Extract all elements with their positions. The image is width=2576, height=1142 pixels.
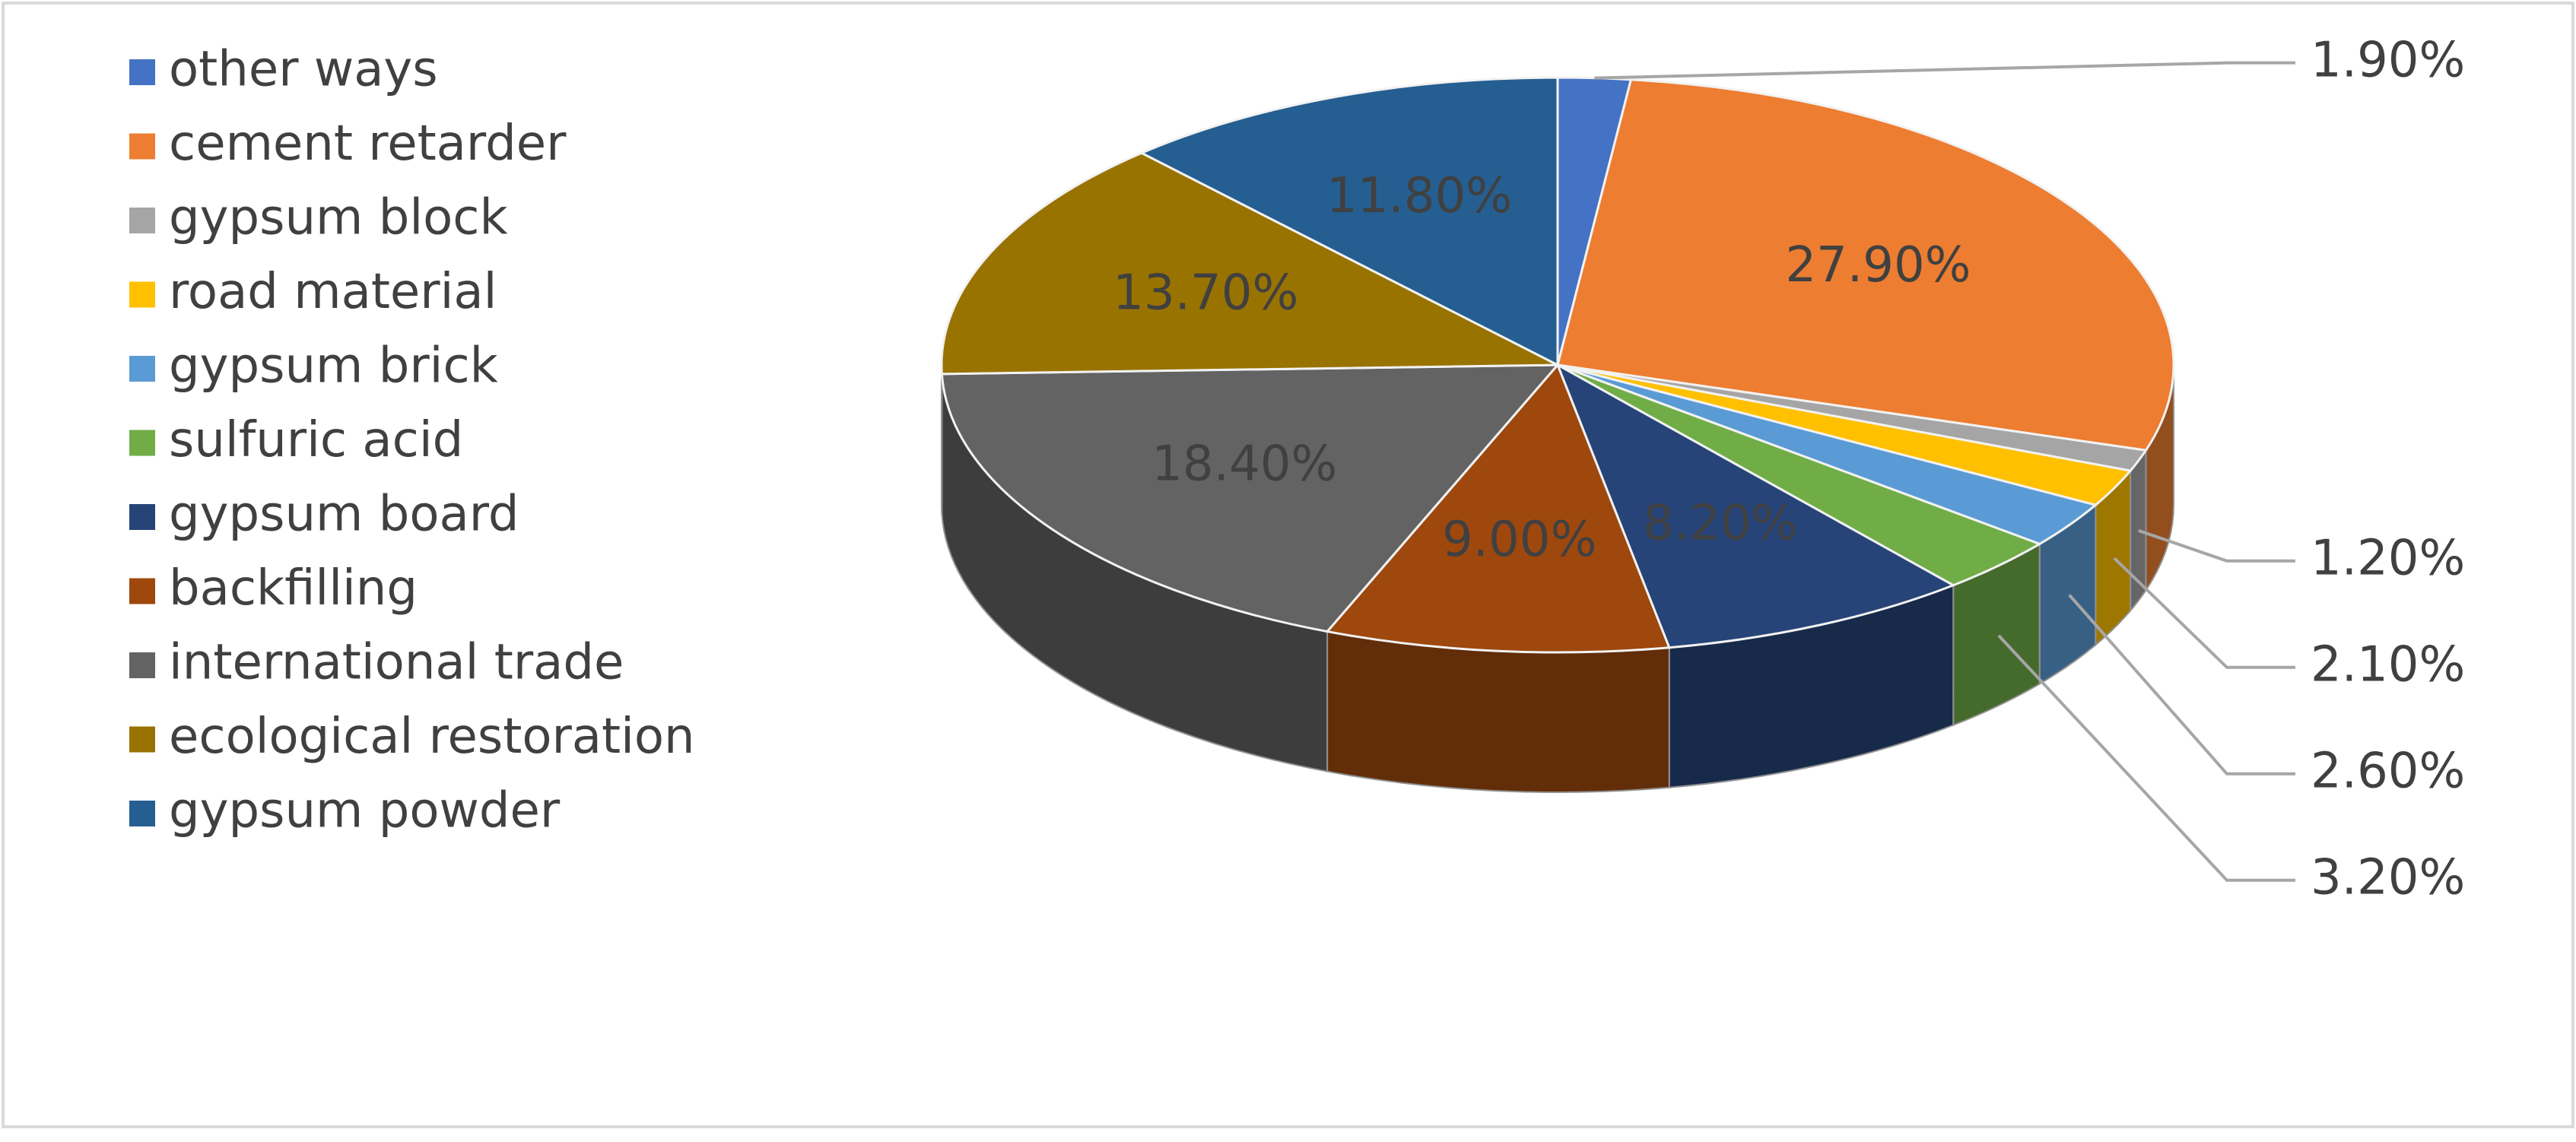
leader-line (2113, 557, 2295, 669)
legend-label: road material (169, 264, 497, 320)
legend-label: ecological restoration (169, 709, 695, 765)
legend-swatch (129, 59, 155, 85)
pie-slice (1139, 76, 1559, 367)
legend-label: cement retarder (169, 116, 567, 172)
leader-line (2138, 528, 2295, 563)
legend-swatch (129, 652, 155, 678)
legend-label: international trade (169, 635, 624, 691)
legend-swatch (129, 726, 155, 753)
leader-line (2068, 594, 2295, 776)
data-label: 2.10% (2311, 636, 2465, 693)
legend-swatch (129, 504, 155, 530)
pie-slice (1555, 362, 1956, 649)
legend-swatch (129, 578, 155, 604)
legend-swatch (129, 430, 155, 456)
pie-slice (1556, 78, 2175, 452)
data-label: 2.60% (2311, 743, 2465, 799)
data-label: 11.80% (1326, 168, 1512, 224)
data-label: 9.00% (1442, 512, 1596, 568)
legend-label: gypsum block (169, 190, 508, 246)
data-label: 8.20% (1643, 496, 1797, 552)
data-label: 27.90% (1785, 237, 1971, 293)
legend-swatch (129, 356, 155, 382)
legend-label: sulfuric acid (169, 412, 463, 468)
pie-side (1326, 630, 1670, 793)
data-label: 18.40% (1151, 436, 1337, 493)
pie-slice (1325, 363, 1671, 654)
legend-label: gypsum powder (169, 783, 561, 839)
legend-label: gypsum brick (169, 338, 498, 395)
pie-slice (940, 363, 1561, 633)
legend-label: other ways (169, 42, 438, 98)
data-label: 1.90% (2311, 32, 2465, 88)
legend-swatch (129, 208, 155, 233)
legend-swatch (129, 133, 155, 160)
data-label: 1.20% (2311, 530, 2465, 586)
data-label: 13.70% (1113, 265, 1298, 322)
pie-slice (940, 151, 1558, 376)
legend-swatch (129, 801, 155, 826)
legend-label: gypsum board (169, 487, 519, 543)
legend-label: backfilling (169, 560, 418, 617)
leader-line (1594, 61, 2295, 80)
legend-swatch (129, 281, 155, 308)
leader-line (1997, 634, 2295, 882)
data-label: 3.20% (2311, 849, 2465, 906)
